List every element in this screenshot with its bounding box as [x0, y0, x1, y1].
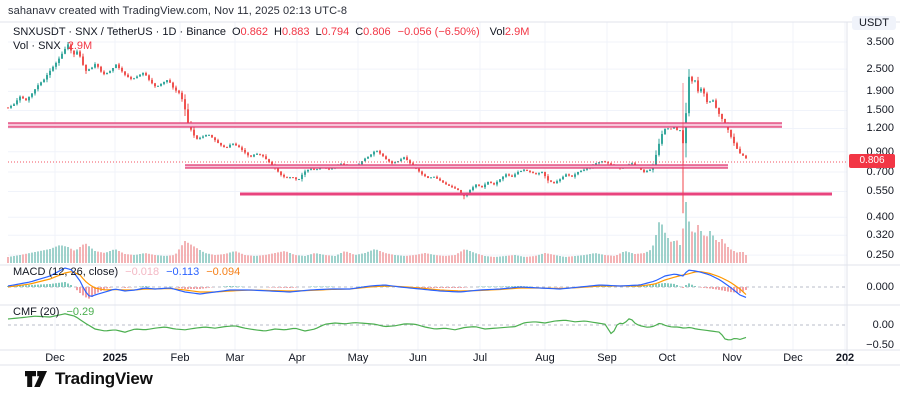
panel-frame — [0, 21, 900, 366]
macd-values: −0.018 −0.113 −0.094 — [118, 266, 240, 278]
macd-value: −0.018 — [125, 266, 160, 278]
tradingview-logo[interactable]: TradingView — [24, 369, 153, 389]
price-tick-label: 1.500 — [866, 104, 894, 117]
macd-axis-label: 0.000 — [866, 281, 894, 293]
price-tick-label: 3.500 — [866, 36, 894, 48]
ohlc-label: L — [315, 26, 322, 38]
tradingview-logo-icon — [25, 371, 47, 387]
time-axis-label: Jul — [472, 352, 488, 364]
ohlc-value: 0.794 — [321, 26, 350, 38]
macd-title: MACD (12, 26, close) — [13, 266, 119, 278]
volume-layer — [7, 202, 747, 263]
price-tick-label: 1.900 — [866, 85, 894, 98]
cmf-axis-label: −0.50 — [866, 339, 894, 351]
ohlc-value: 0.883 — [282, 26, 310, 38]
time-axis-label: Sep — [597, 352, 617, 364]
drawings-layer — [8, 83, 847, 202]
time-axis-label: Feb — [170, 352, 190, 364]
cmf-value: −0.29 — [66, 306, 95, 318]
time-axis-label: May — [347, 352, 369, 364]
grid-layer — [8, 22, 847, 350]
time-axis-label: 202 — [835, 352, 855, 364]
time-axis-label: Dec — [45, 352, 65, 364]
volume-legend-title: Vol · SNX — [13, 40, 61, 52]
symbol-title: SNXUSDT · SNX / TetherUS · 1D · Binance — [13, 26, 226, 38]
ohlc-label: C — [355, 26, 364, 38]
time-axis-label: Mar — [225, 352, 245, 364]
volume-legend-row[interactable]: Vol · SNX 2.9M — [13, 40, 92, 52]
time-axis-label: Dec — [783, 352, 803, 364]
ohlc-label: O — [231, 26, 241, 38]
cmf-legend-row[interactable]: CMF (20) −0.29 — [13, 306, 94, 318]
time-axis-label: Jun — [409, 352, 427, 364]
symbol-legend-row[interactable]: SNXUSDT · SNX / TetherUS · 1D · Binance O… — [13, 26, 529, 38]
candles-layer — [7, 42, 747, 214]
time-axis-label: Nov — [722, 352, 742, 364]
time-axis-label: Aug — [535, 352, 555, 364]
macd-legend-row[interactable]: MACD (12, 26, close) −0.018 −0.113 −0.094 — [13, 266, 240, 278]
price-tick-label: 0.700 — [866, 166, 894, 178]
price-tick-label: 0.550 — [866, 185, 894, 198]
cmf-title: CMF (20) — [13, 306, 60, 318]
cmf-axis-label: 0.00 — [872, 319, 894, 331]
macd-value: −0.094 — [206, 266, 241, 278]
macd-value: −0.113 — [166, 266, 200, 278]
ohlc-value: 0.862 — [240, 26, 269, 38]
volume-legend-value: 2.9M — [67, 40, 93, 52]
price-tick-label: 0.320 — [866, 229, 894, 242]
price-tick-label: 0.250 — [866, 249, 894, 262]
macd-layer — [7, 267, 747, 299]
cmf-layer — [7, 313, 747, 341]
ohlc-label: H — [274, 26, 282, 38]
time-axis-label: Apr — [288, 352, 306, 364]
time-axis-label: Oct — [658, 352, 676, 364]
time-axis-label: 2025 — [102, 352, 128, 364]
tradingview-logo-text: TradingView — [55, 369, 153, 388]
price-tick-label: 0.400 — [866, 211, 894, 224]
attribution-text: sahanavv created with TradingView.com, N… — [8, 5, 348, 17]
ohlc-value: 0.806 — [363, 26, 391, 38]
price-axis-currency: USDT — [852, 16, 896, 30]
time-axis[interactable]: Dec 2025 Feb Mar Apr May Jun Jul Aug Sep Oct Nov Dec… — [0, 352, 900, 365]
last-price-label: 0.806 — [849, 153, 895, 168]
price-tick-label: 2.500 — [866, 63, 894, 76]
change-value: −0.056 (−6.50%) — [397, 26, 480, 38]
vol-value: 2.9M — [504, 26, 530, 38]
ohlc-values: O0.862 H0.883 L0.794 C0.806 — [226, 26, 391, 38]
vol-label: Vol — [489, 26, 505, 38]
price-tick-label: 1.200 — [866, 122, 894, 135]
